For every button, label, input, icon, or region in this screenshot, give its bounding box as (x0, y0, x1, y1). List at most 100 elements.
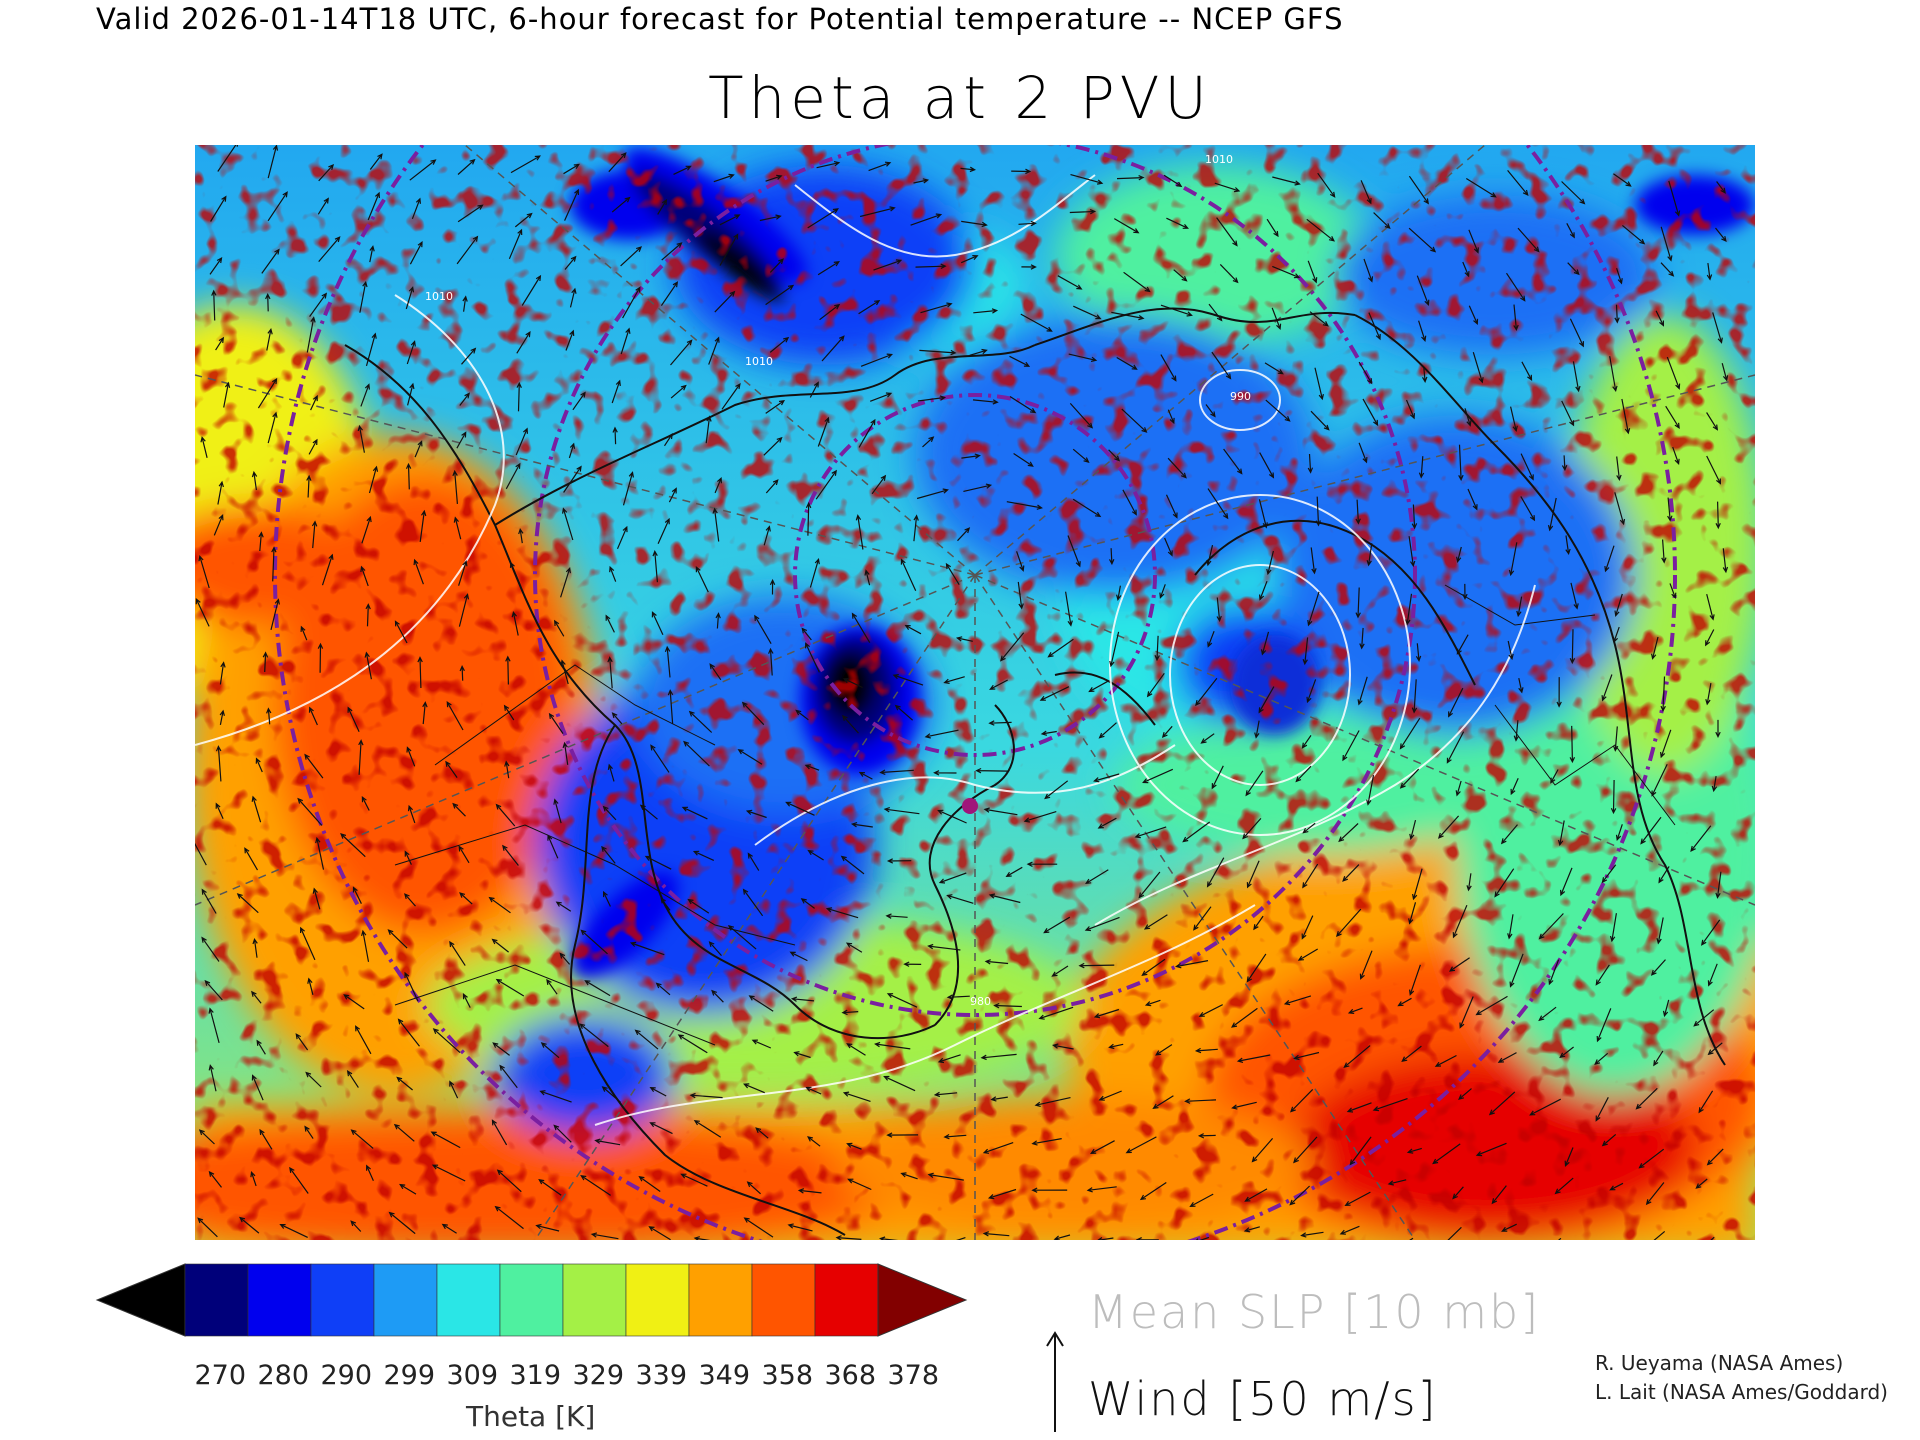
wind-vector-arrow (1038, 1006, 1074, 1020)
wind-vector-arrow (1706, 593, 1715, 621)
wind-vector-arrow (1135, 1237, 1159, 1240)
wind-vector-arrow (560, 566, 571, 598)
wind-vector-arrow (1560, 867, 1573, 897)
wind-vector-arrow (304, 1125, 314, 1139)
wind-vector-arrow (514, 212, 533, 228)
wind-vector-arrow (1467, 488, 1478, 511)
wind-vector-arrow (817, 416, 830, 447)
wind-vector-arrow (223, 381, 231, 408)
wind-vector-arrow (516, 331, 531, 354)
wind-vector-arrow (668, 487, 677, 503)
wind-vector-arrow (892, 674, 924, 686)
wind-vector-arrow (1456, 634, 1469, 655)
wind-vector-arrow (1009, 355, 1031, 367)
wind-vector-arrow (1011, 168, 1032, 175)
wind-vector-arrow (1290, 1088, 1314, 1113)
wind-vector-arrow (1366, 774, 1375, 806)
wind-vector-arrow (1705, 629, 1715, 647)
wind-vector-arrow (1206, 857, 1225, 888)
wind-vector-arrow (1408, 536, 1416, 568)
wind-vector-arrow (1051, 965, 1069, 977)
wind-vector-arrow (250, 1171, 257, 1187)
pole-marker (962, 798, 978, 814)
wind-vector-arrow (1665, 405, 1680, 429)
wind-vector-arrow (346, 1070, 359, 1088)
wind-vector-arrow (505, 462, 521, 490)
colorbar-cell (310, 1263, 375, 1337)
wind-vector-arrow (807, 849, 824, 861)
wind-vector-arrow (409, 159, 437, 181)
wind-vector-arrow (809, 381, 819, 398)
wind-vector-arrow (1458, 1088, 1472, 1101)
wind-vector-arrow (251, 1074, 264, 1101)
wind-vector-arrow (607, 656, 613, 689)
wind-vector-arrow (359, 280, 368, 313)
wind-vector-arrow (850, 822, 873, 828)
wind-vector-arrow (1556, 677, 1562, 708)
wind-vector-arrow (960, 166, 976, 173)
wind-vector-arrow (919, 349, 957, 356)
wind-vector-arrow (499, 1064, 518, 1089)
wind-vector-arrow (1601, 674, 1613, 702)
wind-vector-arrow (1569, 629, 1576, 665)
wind-vector-arrow (1200, 733, 1215, 744)
wind-vector-arrow (687, 898, 710, 914)
wind-vector-arrow (251, 795, 262, 823)
wind-vector-arrow (1448, 957, 1470, 972)
wind-vector-arrow (1125, 1136, 1157, 1154)
wind-vector-arrow (546, 978, 558, 995)
wind-vector-arrow (1272, 176, 1301, 186)
wind-vector-arrow (673, 165, 692, 175)
wind-vector-arrow (620, 327, 631, 355)
wind-vector-arrow (555, 901, 572, 912)
colorbar-cell (751, 1263, 816, 1337)
meridians (195, 145, 1755, 1240)
wind-vector-arrow (219, 661, 226, 685)
map-title: Theta at 2 PVU (708, 64, 1212, 132)
wind-vector-arrow (1068, 353, 1098, 362)
wind-vector-arrow (215, 336, 225, 351)
wind-vector-arrow (461, 347, 477, 365)
wind-vector-arrow (515, 427, 528, 456)
wind-vector-arrow (1293, 1051, 1320, 1061)
wind-vector-arrow (355, 1025, 372, 1055)
wind-vector-arrow (1067, 535, 1081, 568)
wind-vector-arrow (1706, 1148, 1724, 1166)
wind-vector-arrow (1152, 1095, 1174, 1109)
wind-vector-arrow (841, 714, 859, 734)
wind-vector-arrow (366, 1164, 374, 1182)
wind-vector-arrow (680, 1173, 708, 1187)
wind-vector-arrow (1615, 824, 1623, 841)
wind-vector-arrow (660, 281, 679, 306)
wind-vector-arrow (1508, 542, 1518, 577)
wind-vector-arrow (1072, 448, 1090, 464)
wind-vector-arrow (886, 1132, 919, 1138)
wind-vector-arrow (1412, 868, 1423, 901)
wind-vector-arrow (590, 1232, 619, 1240)
wind-vector-arrow (748, 995, 774, 1012)
wind-vector-arrow (1317, 172, 1336, 198)
wind-vector-arrow (361, 795, 370, 811)
wind-vector-arrow (1093, 773, 1120, 783)
wind-vector-arrow (1272, 265, 1301, 279)
wind-vector-arrow (765, 400, 786, 414)
wind-vector-arrow (200, 436, 208, 458)
wind-vector-arrow (1258, 499, 1268, 529)
wind-vector-arrow (340, 833, 366, 858)
wind-vector-arrow (1315, 496, 1321, 527)
wind-vector-arrow (1464, 408, 1472, 427)
wind-vector-arrow (634, 1029, 659, 1050)
wind-vector-arrow (883, 1075, 916, 1092)
wind-vector-arrow (1572, 361, 1581, 393)
wind-vector-arrow (924, 729, 959, 739)
wind-vector-arrow (1246, 953, 1267, 983)
wind-vector-arrow (564, 188, 579, 221)
wind-vector-arrow (1031, 1138, 1062, 1146)
wind-vector-arrow (553, 1124, 572, 1143)
wind-vector-arrow (350, 1220, 362, 1232)
wind-vector-arrow (510, 155, 542, 174)
wind-vector-arrow (693, 1119, 722, 1138)
wind-vector-arrow (1043, 916, 1071, 934)
wind-vector-arrow (972, 399, 999, 405)
wind-vector-arrow (1307, 591, 1320, 627)
